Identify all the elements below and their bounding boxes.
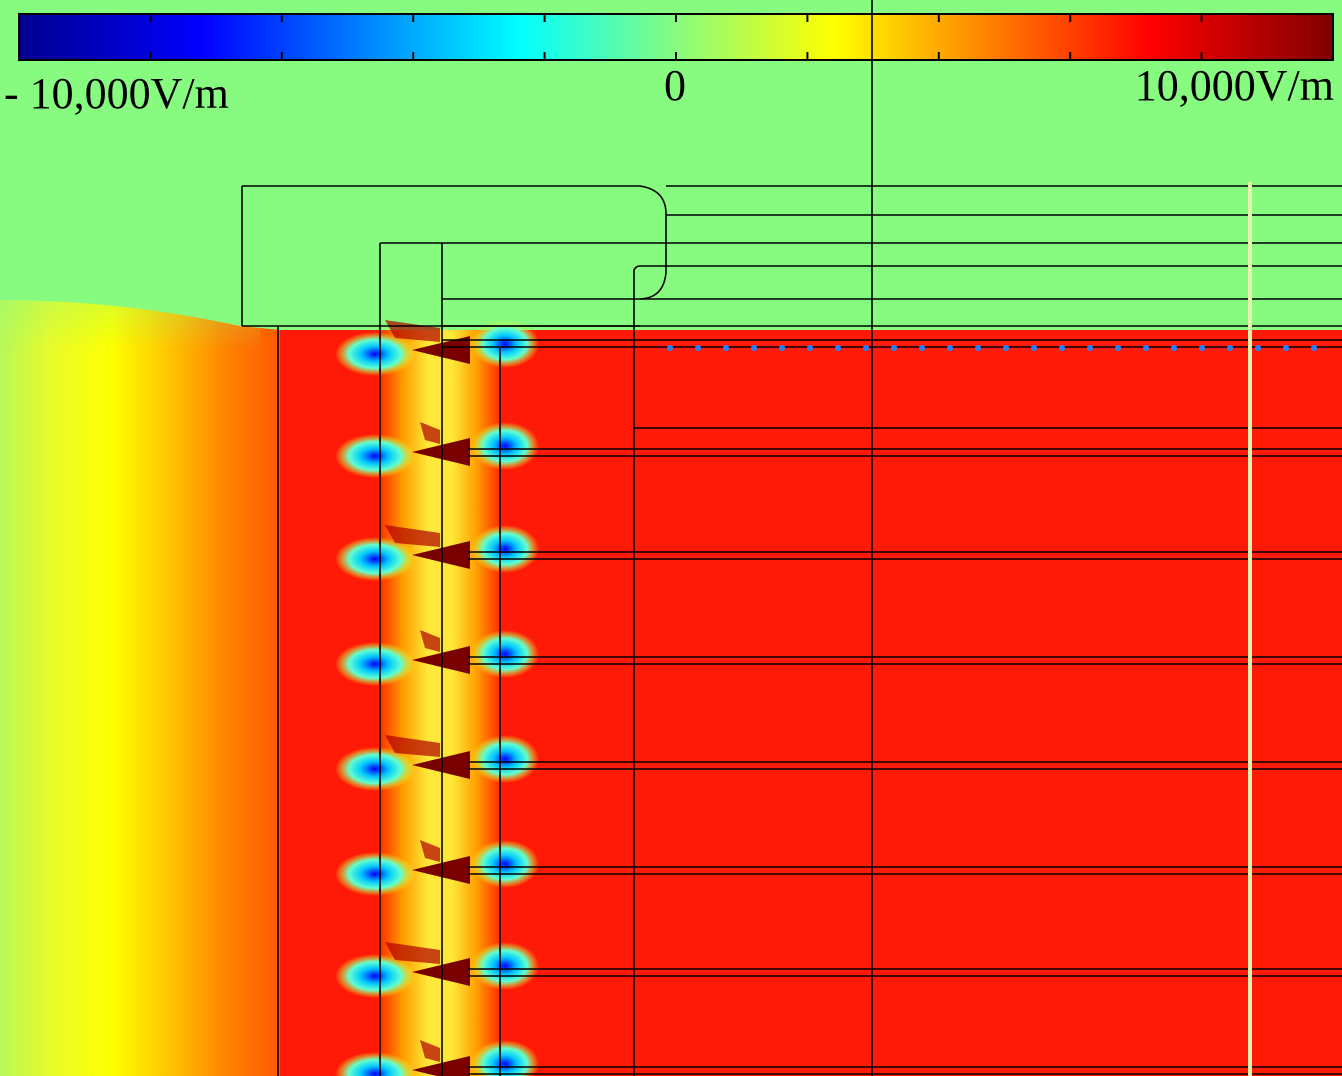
surface-dot <box>947 345 953 351</box>
dark-shade <box>385 942 440 964</box>
dark-finger <box>412 336 470 364</box>
surface-dot <box>695 345 701 351</box>
dark-finger <box>412 646 470 674</box>
dark-shade <box>420 422 440 444</box>
surface-dot <box>779 345 785 351</box>
hotspot-group <box>335 320 539 1076</box>
left-top-fade <box>0 180 260 350</box>
surface-dot <box>1227 345 1233 351</box>
hotspot <box>471 942 539 990</box>
surface-dot <box>1199 345 1205 351</box>
colorbar-min-label: - 10,000V/m <box>4 69 229 118</box>
surface-dot <box>975 345 981 351</box>
dark-finger <box>412 438 470 466</box>
surface-dot <box>1087 345 1093 351</box>
surface-dot <box>1255 345 1261 351</box>
surface-dot <box>1143 345 1149 351</box>
surface-dot <box>807 345 813 351</box>
surface-dots <box>667 345 1317 351</box>
surface-dot <box>1059 345 1065 351</box>
hotspot <box>335 852 415 896</box>
dark-finger <box>412 856 470 884</box>
surface-dot <box>1171 345 1177 351</box>
dark-shade <box>420 630 440 652</box>
surface-dot <box>1311 345 1317 351</box>
hotspot <box>335 954 415 998</box>
colorbar-ticks <box>149 14 1203 60</box>
inner-contact-edge <box>633 265 1342 1076</box>
hotspot <box>335 332 415 376</box>
surface-dot <box>891 345 897 351</box>
hotspot <box>335 747 415 791</box>
dark-shade <box>385 735 440 757</box>
dark-finger <box>412 958 470 986</box>
surface-dot <box>919 345 925 351</box>
dark-finger <box>412 1056 470 1076</box>
hotspot <box>335 537 415 581</box>
dark-shade <box>420 1040 440 1062</box>
left-gradient-region <box>0 300 280 1076</box>
hotspot <box>471 422 539 470</box>
surface-dot <box>835 345 841 351</box>
hotspot <box>471 840 539 888</box>
hotspot <box>335 1052 415 1076</box>
colorbar-zero-label: 0 <box>664 61 686 110</box>
dark-shade <box>420 840 440 862</box>
hotspot <box>471 320 539 368</box>
surface-dot <box>751 345 757 351</box>
colorbar-max-label: 10,000V/m <box>1134 61 1334 110</box>
surface-dot <box>863 345 869 351</box>
surface-dot <box>1003 345 1009 351</box>
hotspot <box>471 630 539 678</box>
dark-finger <box>412 751 470 779</box>
surface-dot <box>1283 345 1289 351</box>
hotspot <box>335 434 415 478</box>
surface-dot <box>1115 345 1121 351</box>
hotspot <box>335 642 415 686</box>
hotspot <box>471 525 539 573</box>
surface-dot <box>723 345 729 351</box>
surface-dot <box>667 345 673 351</box>
finger-lines <box>468 448 1342 1075</box>
dark-shade <box>385 525 440 547</box>
hotspot <box>471 735 539 783</box>
surface-dot <box>1031 345 1037 351</box>
dark-finger <box>412 541 470 569</box>
geometry-outline <box>241 0 1342 1076</box>
